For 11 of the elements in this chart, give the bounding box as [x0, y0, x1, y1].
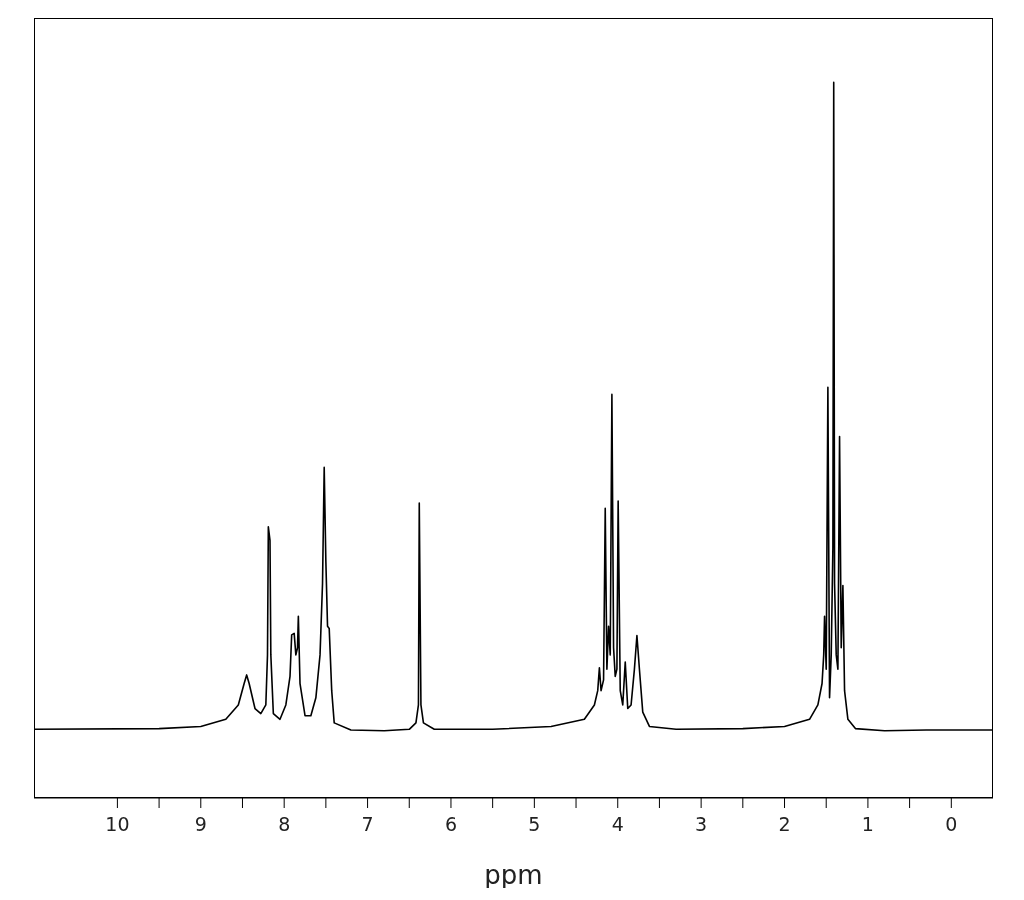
x-tick-label: 1: [861, 813, 874, 836]
x-tick-label: 0: [945, 813, 958, 836]
x-tick-label: 9: [194, 813, 207, 836]
x-tick-label: 7: [361, 813, 374, 836]
x-tick-label: 8: [278, 813, 291, 836]
x-tick-label: 2: [778, 813, 791, 836]
x-tick-label: 4: [611, 813, 624, 836]
x-tick-label: 5: [528, 813, 541, 836]
x-tick-label: 3: [695, 813, 708, 836]
x-tick-label: 6: [444, 813, 457, 836]
x-tick-label: 10: [105, 813, 130, 836]
